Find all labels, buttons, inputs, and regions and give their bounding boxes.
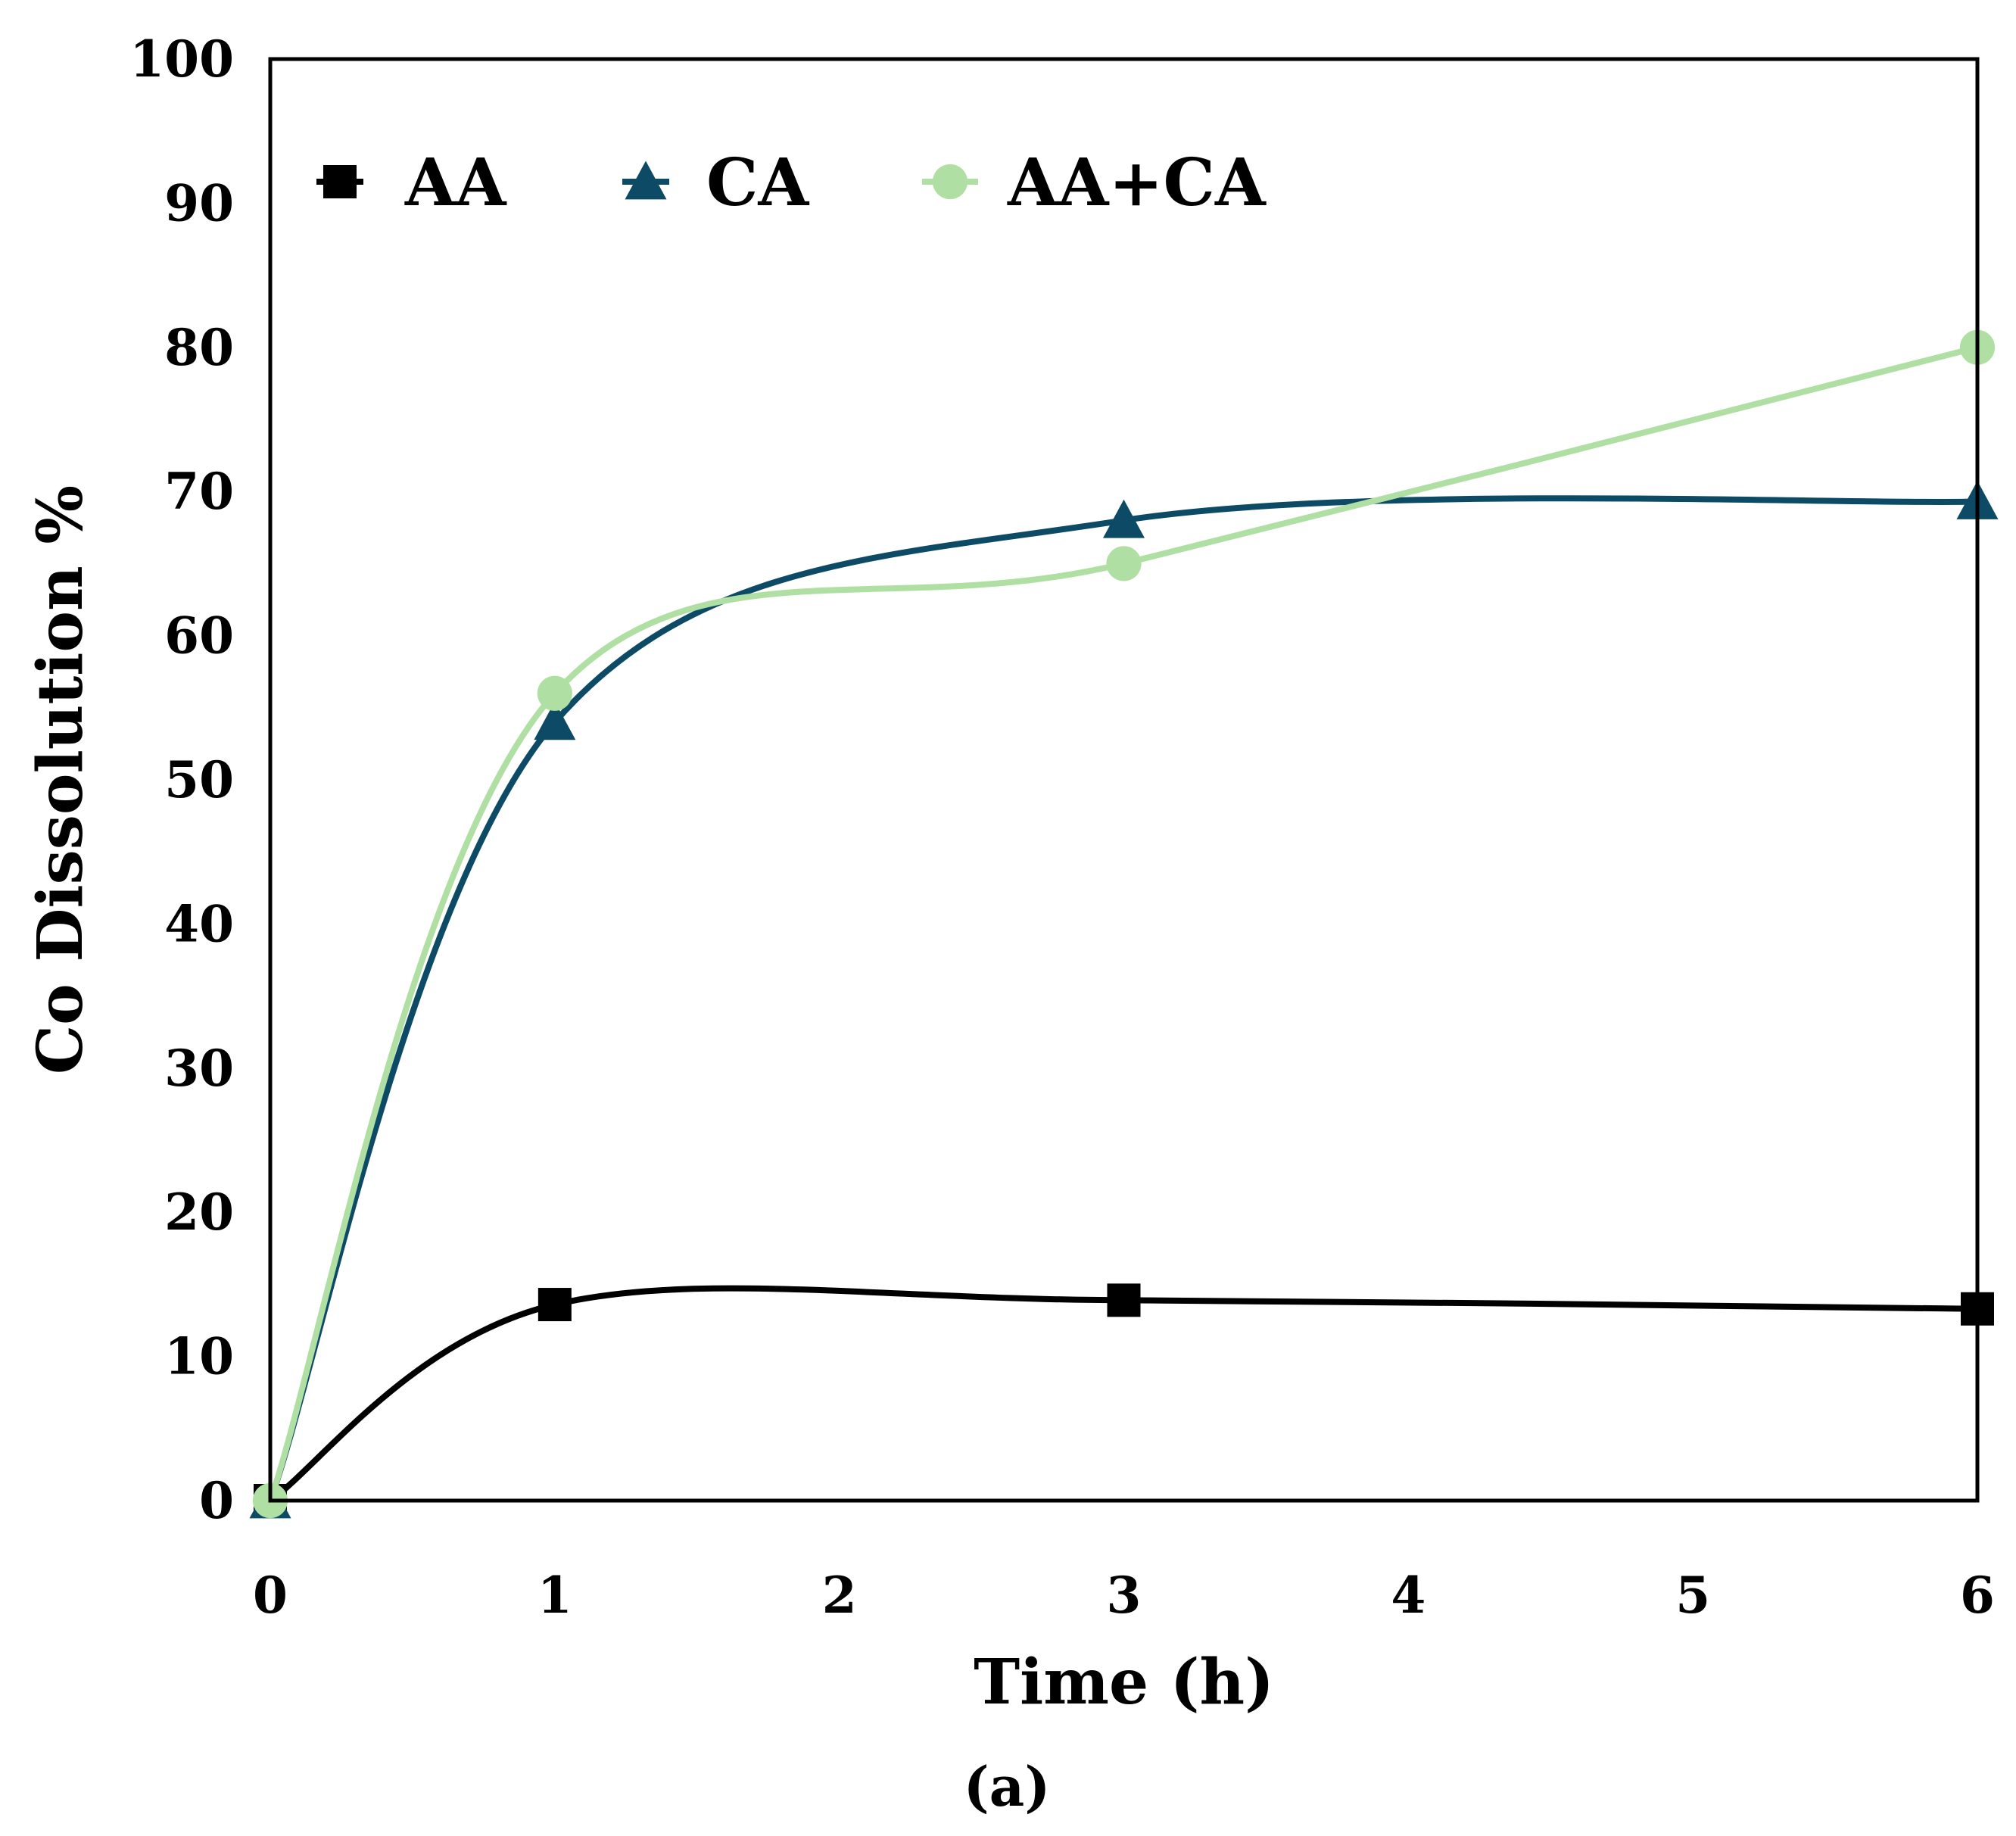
x-tick-label: 1 [537,1566,572,1625]
y-axis-title: Co Dissolution % [24,485,97,1074]
legend-label: AA+CA [1007,145,1267,221]
y-tick-label: 20 [164,1183,234,1242]
y-tick-label: 70 [164,462,234,521]
y-tick-label: 40 [164,894,234,953]
y-tick-label: 90 [164,173,234,232]
y-tick-label: 30 [164,1039,234,1098]
legend-item: AA [316,145,507,221]
x-tick-label: 0 [253,1566,288,1625]
data-point [1107,1283,1141,1317]
x-axis-title: Time (h) [974,1646,1274,1719]
plot-frame [268,57,1980,1503]
legend-label: CA [706,145,809,221]
series-line [267,1285,1980,1504]
series-aa [254,1283,1994,1517]
legend-item: CA [622,145,809,221]
data-point [1103,499,1145,538]
legend-label: AA [404,145,507,221]
y-tick-label: 50 [164,750,234,809]
x-tick-label: 5 [1675,1566,1710,1625]
y-axis-ticks: 0 10 20 30 40 50 60 70 80 90 100 [129,30,234,1530]
x-tick-label: 2 [822,1566,857,1625]
legend-marker [625,161,667,200]
y-tick-label: 10 [164,1327,234,1386]
data-point [1106,546,1142,581]
data-point [537,675,572,711]
x-tick-label: 6 [1960,1566,1995,1625]
data-point [537,1288,572,1322]
y-tick-label: 60 [164,606,234,666]
legend: AA CA AA+CA [316,145,1267,221]
series-layer [249,329,1999,1519]
y-tick-label: 80 [164,318,234,377]
data-point [534,701,576,740]
x-tick-label: 4 [1391,1566,1426,1625]
series-line [267,495,1980,1504]
series-ca [249,481,1999,1519]
figure-caption: (a) [964,1754,1051,1819]
legend-item: AA+CA [922,145,1267,221]
legend-marker [323,165,357,198]
y-tick-label: 100 [129,30,234,89]
y-tick-label: 0 [199,1471,234,1530]
x-tick-label: 3 [1107,1566,1142,1625]
legend-marker [932,164,968,200]
x-axis-ticks: 0 1 2 3 4 5 6 [253,1566,1995,1625]
series-line [267,344,1980,1504]
